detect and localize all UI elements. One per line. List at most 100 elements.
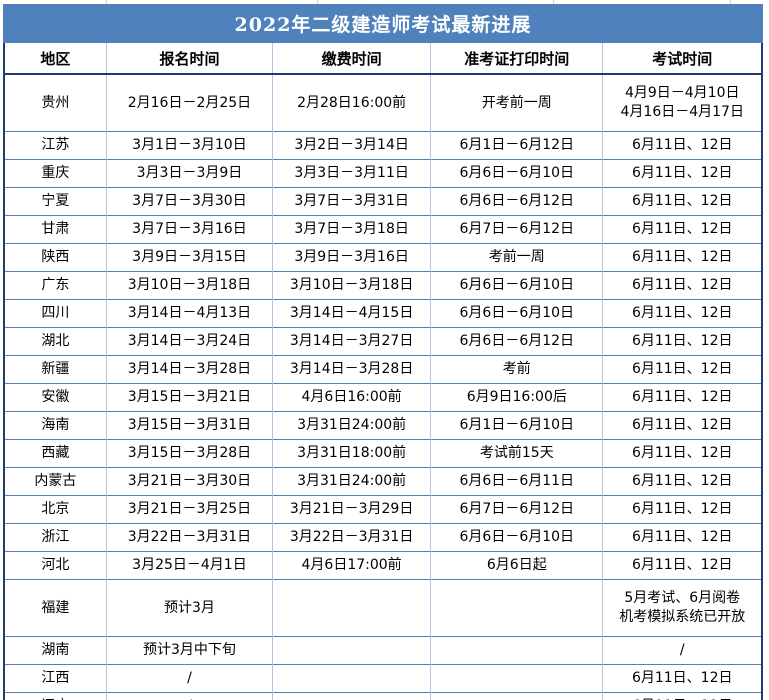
- exam-progress-table-block: 2022年二级建造师考试最新进展 地区 报名时间 缴费时间 准考证打印时间: [3, 4, 763, 700]
- exam-time-cell: 6月11日、12日: [602, 215, 761, 244]
- exam-time-cell: 6月11日、12日: [602, 664, 761, 693]
- payment-time-cell: 3月7日－3月18日: [272, 215, 431, 244]
- signup-time-cell: 预计3月中下旬: [105, 636, 273, 665]
- ticket-print-time-cell: [430, 636, 603, 665]
- table-row: 西藏 3月15日－3月28日 3月31日18:00前 考试前15天 6月11日、…: [5, 439, 761, 468]
- ticket-print-time-cell: 开考前一周: [430, 73, 603, 132]
- signup-time-cell: 3月9日－3月15日: [105, 243, 273, 272]
- signup-time-cell: 3月21日－3月30日: [105, 467, 273, 496]
- table-row: 福建 预计3月 5月考试、6月阅卷 机考模拟系统已开放: [5, 579, 761, 637]
- exam-time-cell: 6月11日、12日: [602, 495, 761, 524]
- signup-time-cell: 预计3月: [105, 579, 273, 637]
- signup-time-cell: 3月14日－3月24日: [105, 327, 273, 356]
- exam-time-cell: 6月11日、12日: [602, 439, 761, 468]
- table-row: 湖南 预计3月中下旬 /: [5, 636, 761, 665]
- table-row: 海南 3月15日－3月31日 3月31日24:00前 6月1日－6月10日 6月…: [5, 411, 761, 440]
- table-row: 广东 3月10日－3月18日 3月10日－3月18日 6月6日－6月10日 6月…: [5, 271, 761, 300]
- signup-time-cell: 3月14日－3月28日: [105, 355, 273, 384]
- payment-time-cell: 2月28日16:00前: [272, 73, 431, 132]
- payment-time-cell: 3月3日－3月11日: [272, 159, 431, 188]
- region-cell: 湖南: [5, 636, 107, 665]
- region-cell: 湖北: [5, 327, 107, 356]
- region-cell: 海南: [5, 411, 107, 440]
- excel-gridline-strip: [0, 0, 769, 4]
- header-row: 地区 报名时间 缴费时间 准考证打印时间 考试时间: [5, 43, 761, 75]
- signup-time-cell: /: [105, 664, 273, 693]
- header-signup: 报名时间: [105, 43, 273, 75]
- ticket-print-time-cell: 考前: [430, 355, 603, 384]
- signup-time-cell: 3月1日－3月10日: [105, 131, 273, 160]
- table-row: 浙江 3月22日－3月31日 3月22日－3月31日 6月6日－6月10日 6月…: [5, 523, 761, 552]
- ticket-print-time-cell: [430, 692, 603, 700]
- region-cell: 重庆: [5, 159, 107, 188]
- gridline-tick: [317, 0, 318, 4]
- table-row: 江苏 3月1日－3月10日 3月2日－3月14日 6月1日－6月12日 6月11…: [5, 131, 761, 160]
- gridline-tick: [730, 0, 731, 4]
- header-payment: 缴费时间: [272, 43, 431, 75]
- payment-time-cell: 3月22日－3月31日: [272, 523, 431, 552]
- exam-progress-table: 地区 报名时间 缴费时间 准考证打印时间 考试时间 贵州 2月16日－2月25日…: [5, 43, 761, 700]
- table-row: 新疆 3月14日－3月28日 3月14日－3月28日 考前 6月11日、12日: [5, 355, 761, 384]
- exam-time-cell: 6月11日、12日: [602, 159, 761, 188]
- table-row: 贵州 2月16日－2月25日 2月28日16:00前 开考前一周 4月9日－4月…: [5, 73, 761, 132]
- ticket-print-time-cell: 6月6日－6月10日: [430, 159, 603, 188]
- exam-time-cell: 6月11日、12日: [602, 327, 761, 356]
- exam-time-cell: 5月考试、6月阅卷 机考模拟系统已开放: [602, 579, 761, 637]
- region-cell: 四川: [5, 299, 107, 328]
- ticket-print-time-cell: [430, 664, 603, 693]
- table-outer-border: 地区 报名时间 缴费时间 准考证打印时间 考试时间 贵州 2月16日－2月25日…: [3, 43, 763, 700]
- signup-time-cell: 3月22日－3月31日: [105, 523, 273, 552]
- exam-time-cell: 6月11日、12日: [602, 692, 761, 700]
- region-cell: 安徽: [5, 383, 107, 412]
- payment-time-cell: 3月14日－3月28日: [272, 355, 431, 384]
- payment-time-cell: [272, 579, 431, 637]
- payment-time-cell: 3月31日18:00前: [272, 439, 431, 468]
- signup-time-cell: 3月15日－3月31日: [105, 411, 273, 440]
- exam-time-cell: 6月11日、12日: [602, 551, 761, 580]
- ticket-print-time-cell: 6月6日－6月12日: [430, 327, 603, 356]
- region-cell: 北京: [5, 495, 107, 524]
- region-cell: 浙江: [5, 523, 107, 552]
- table-row: 陕西 3月9日－3月15日 3月9日－3月16日 考前一周 6月11日、12日: [5, 243, 761, 272]
- table-row: 江西 / 6月11日、12日: [5, 664, 761, 693]
- signup-time-cell: 3月3日－3月9日: [105, 159, 273, 188]
- exam-time-cell: 6月11日、12日: [602, 411, 761, 440]
- table-row: 宁夏 3月7日－3月30日 3月7日－3月31日 6月6日－6月12日 6月11…: [5, 187, 761, 216]
- exam-time-cell: /: [602, 636, 761, 665]
- ticket-print-time-cell: 6月1日－6月12日: [430, 131, 603, 160]
- ticket-print-time-cell: 6月7日－6月12日: [430, 215, 603, 244]
- signup-time-cell: 2月16日－2月25日: [105, 73, 273, 132]
- ticket-print-time-cell: 6月6日－6月12日: [430, 187, 603, 216]
- payment-time-cell: 3月9日－3月16日: [272, 243, 431, 272]
- table-row: 河北 3月25日－4月1日 4月6日17:00前 6月6日起 6月11日、12日: [5, 551, 761, 580]
- table-row: 北京 3月21日－3月25日 3月21日－3月29日 6月7日－6月12日 6月…: [5, 495, 761, 524]
- payment-time-cell: 3月31日24:00前: [272, 411, 431, 440]
- ticket-print-time-cell: 6月6日起: [430, 551, 603, 580]
- region-cell: 西藏: [5, 439, 107, 468]
- exam-time-cell: 6月11日、12日: [602, 187, 761, 216]
- region-cell: 辽宁: [5, 692, 107, 700]
- table-row: 四川 3月14日－4月13日 3月14日－4月15日 6月6日－6月10日 6月…: [5, 299, 761, 328]
- region-cell: 广东: [5, 271, 107, 300]
- signup-time-cell: 3月15日－3月21日: [105, 383, 273, 412]
- region-cell: 福建: [5, 579, 107, 637]
- signup-time-cell: 3月21日－3月25日: [105, 495, 273, 524]
- table-row: 湖北 3月14日－3月24日 3月14日－3月27日 6月6日－6月12日 6月…: [5, 327, 761, 356]
- region-cell: 河北: [5, 551, 107, 580]
- exam-time-cell: 6月11日、12日: [602, 523, 761, 552]
- ticket-print-time-cell: 考前一周: [430, 243, 603, 272]
- payment-time-cell: 4月6日17:00前: [272, 551, 431, 580]
- exam-time-cell: 6月11日、12日: [602, 271, 761, 300]
- header-exam: 考试时间: [602, 43, 761, 75]
- exam-time-cell: 6月11日、12日: [602, 299, 761, 328]
- table-title: 2022年二级建造师考试最新进展: [3, 4, 763, 43]
- signup-time-cell: 3月14日－4月13日: [105, 299, 273, 328]
- payment-time-cell: 3月7日－3月31日: [272, 187, 431, 216]
- ticket-print-time-cell: 6月9日16:00后: [430, 383, 603, 412]
- region-cell: 江苏: [5, 131, 107, 160]
- header-region: 地区: [5, 43, 107, 75]
- exam-time-cell: 6月11日、12日: [602, 243, 761, 272]
- exam-time-cell: 6月11日、12日: [602, 355, 761, 384]
- signup-time-cell: 3月10日－3月18日: [105, 271, 273, 300]
